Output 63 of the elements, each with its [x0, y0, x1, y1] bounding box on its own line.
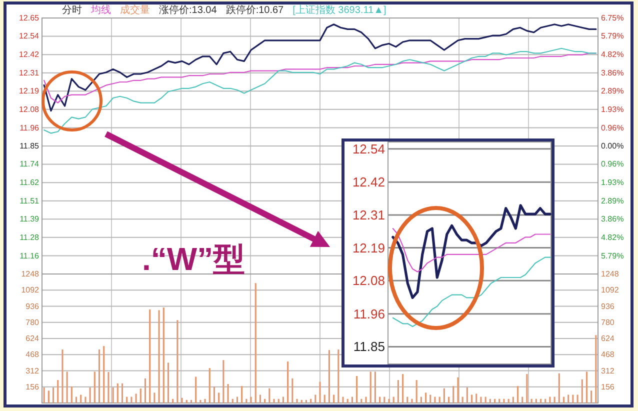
- y-tick-label: 12.31: [352, 207, 385, 222]
- y-tick-label: 11.16: [20, 251, 40, 260]
- y2-tick-label: 1.93%: [601, 178, 624, 188]
- y-tick-label: 11.96: [20, 123, 40, 132]
- y-tick-label: 624: [26, 334, 40, 343]
- line-series: [392, 228, 551, 272]
- y-tick-label: 12.42: [352, 174, 385, 190]
- y-tick-label: 11.74: [20, 160, 40, 169]
- y2-tick-label: 4.82%: [601, 50, 624, 60]
- text: 均线: [90, 4, 111, 16]
- y-tick-label: 11.51: [20, 196, 40, 206]
- y2-tick-label: 624: [601, 334, 615, 343]
- y-tick-label: 12.08: [18, 104, 40, 114]
- line-series: [392, 256, 551, 328]
- y-tick-label: 11.39: [20, 214, 40, 224]
- y-tick-label: 12.54: [352, 141, 385, 156]
- y2-tick-label: 0.96%: [601, 123, 624, 132]
- y2-tick-label: 0.00%: [601, 142, 624, 150]
- text: 成交量: [120, 5, 150, 16]
- y-tick-label: 936: [26, 302, 40, 311]
- y-tick-label: 780: [26, 318, 40, 327]
- y-tick-label: 11.62: [20, 178, 40, 188]
- y-tick-label: 12.54: [18, 32, 40, 41]
- annotation: .“W”型: [142, 241, 246, 277]
- line-series: [44, 48, 596, 134]
- y2-tick-label: 780: [601, 318, 615, 327]
- y-tick-label: 11.85: [20, 142, 40, 150]
- y-tick-label: 1248: [21, 270, 40, 278]
- y-tick-label: 12.08: [352, 273, 385, 288]
- y2-tick-label: 468: [601, 350, 615, 360]
- y-tick-label: 1092: [21, 286, 40, 295]
- text: 跌停价:10.67: [226, 4, 284, 16]
- y2-tick-label: 2.89%: [601, 86, 624, 96]
- y2-tick-label: 936: [601, 302, 615, 311]
- y2-tick-label: 312: [601, 366, 615, 376]
- y-tick-label: 12.65: [18, 14, 40, 22]
- y-tick-label: 11.28: [20, 232, 40, 242]
- y-tick-label: 156: [26, 382, 40, 392]
- y2-tick-label: 5.79%: [601, 32, 624, 41]
- y2-tick-label: 0.96%: [601, 160, 624, 169]
- y-tick-label: 12.19: [18, 86, 40, 96]
- line-series: [43, 24, 597, 112]
- y2-tick-label: 5.79%: [601, 251, 624, 260]
- y-tick-label: 12.19: [352, 240, 385, 256]
- y2-tick-label: 156: [601, 382, 615, 392]
- text: 涨停价:13.04: [159, 4, 218, 16]
- chart-title: 分时: [62, 4, 82, 16]
- y2-tick-label: 1.93%: [601, 104, 624, 114]
- y-tick-label: 11.85: [353, 339, 385, 354]
- y-tick-label: 11.96: [353, 306, 385, 322]
- y2-tick-label: 1248: [601, 270, 620, 278]
- y2-tick-label: 3.86%: [601, 68, 624, 78]
- y2-tick-label: 2.89%: [601, 196, 624, 206]
- line-series: [392, 204, 552, 299]
- y2-tick-label: 3.86%: [601, 214, 624, 224]
- y2-tick-label: 4.82%: [601, 232, 624, 242]
- y-tick-label: 12.31: [18, 68, 40, 78]
- y-tick-label: 312: [26, 366, 40, 376]
- y-tick-label: 12.42: [18, 50, 40, 60]
- y-tick-label: 468: [26, 350, 40, 360]
- y2-tick-label: 6.75%: [601, 14, 624, 22]
- y2-tick-label: 1092: [601, 286, 620, 295]
- text: [上证指数 3693.11▲]: [292, 4, 386, 16]
